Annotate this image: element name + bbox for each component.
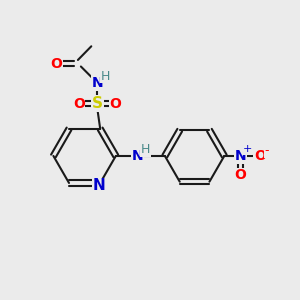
Text: O: O — [110, 97, 122, 111]
Text: N: N — [92, 76, 103, 90]
Text: +: + — [242, 144, 252, 154]
Text: N: N — [131, 149, 143, 163]
Text: O: O — [73, 97, 85, 111]
Text: N: N — [235, 149, 247, 163]
Text: O: O — [235, 168, 247, 182]
Text: S: S — [92, 96, 103, 111]
Text: O: O — [254, 149, 266, 163]
Text: H: H — [141, 143, 150, 156]
Text: N: N — [92, 178, 105, 194]
Text: H: H — [101, 70, 110, 83]
Text: O: O — [51, 56, 62, 70]
Text: -: - — [264, 144, 269, 157]
